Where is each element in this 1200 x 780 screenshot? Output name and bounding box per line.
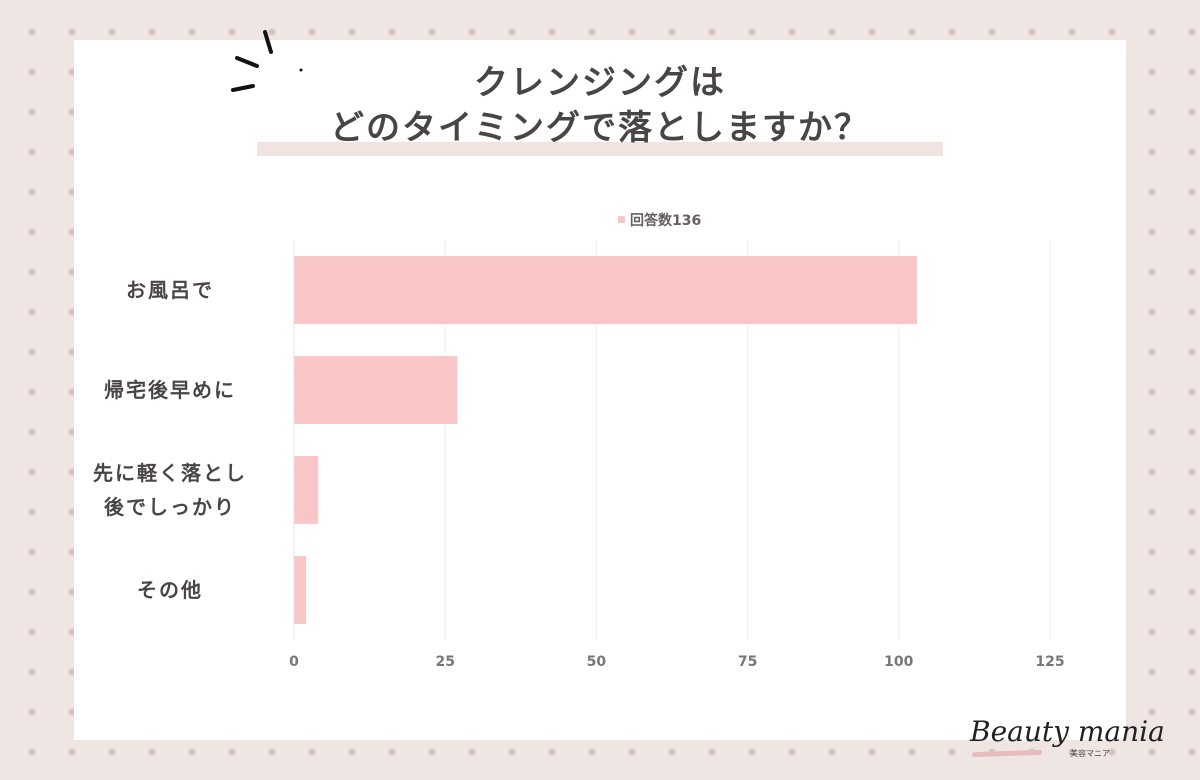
category-label-line: 帰宅後早めに	[104, 378, 236, 402]
legend-label: 回答数136	[630, 213, 702, 229]
brand-subtitle: 美容マニア	[1070, 749, 1110, 758]
brand-name: Beauty mania	[970, 715, 1165, 748]
category-label-line: 後でしっかり	[104, 495, 236, 519]
x-tick-label: 100	[884, 654, 913, 670]
chart-card	[74, 40, 1126, 740]
category-label: 先に軽く落とし 後でしっかり	[70, 456, 270, 524]
bar	[294, 256, 917, 324]
x-tick-label: 75	[738, 654, 757, 670]
x-tick-label: 25	[435, 654, 454, 670]
brand-underline	[971, 749, 1043, 758]
bar	[294, 356, 458, 424]
chart-title-line-1: クレンジングは	[474, 63, 726, 103]
bar	[294, 556, 307, 624]
category-label-line: その他	[137, 578, 203, 602]
category-label: お風呂で	[70, 273, 270, 307]
title-highlight	[257, 142, 943, 156]
category-label-line: お風呂で	[126, 278, 214, 302]
x-tick-label: 0	[289, 654, 299, 670]
sparkle-icon	[231, 30, 303, 92]
legend-swatch	[618, 216, 625, 223]
category-label: 帰宅後早めに	[70, 373, 270, 407]
category-label: その他	[70, 573, 270, 607]
chart-title-line-2: どのタイミングで落としますか？	[330, 108, 870, 148]
category-label-line: 先に軽く落とし	[93, 461, 247, 485]
brand-logo: Beauty mania 美容マニア	[960, 715, 1165, 775]
x-tick-label: 125	[1035, 654, 1064, 670]
x-tick-label: 50	[587, 654, 607, 670]
bar	[294, 456, 319, 524]
